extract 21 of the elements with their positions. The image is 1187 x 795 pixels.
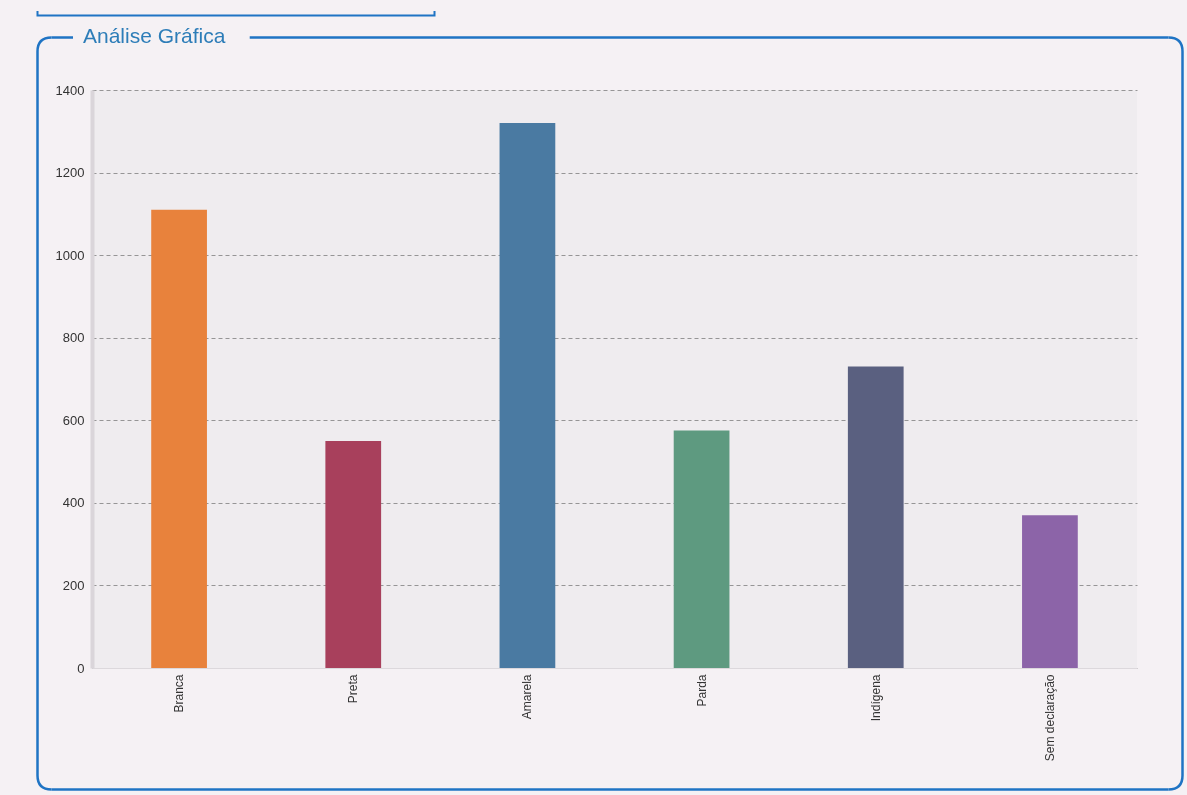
bar [325,440,382,668]
bar [847,366,904,668]
y-tick-label: 1000 [55,247,85,263]
x-tick-label: Parda [694,674,709,707]
bar [151,209,207,668]
chart-title: Análise Gráfica [83,24,226,47]
y-tick-label: 1400 [55,82,85,98]
x-tick-label: Indígena [868,674,883,722]
y-tick-label: 200 [62,577,85,593]
x-tick-label: Sem declaração [1042,674,1057,762]
bar [1022,515,1078,668]
bar [673,430,730,668]
x-tick-label: Branca [172,674,187,713]
bar [499,123,556,668]
y-tick-label: 400 [62,495,85,511]
x-tick-label: Amarela [520,674,535,720]
x-tick-label: Preta [346,674,361,704]
y-tick-label: 800 [62,330,85,346]
y-tick-label: 600 [62,412,85,428]
y-tick-label: 1200 [55,165,85,181]
y-tick-label: 0 [77,660,85,676]
